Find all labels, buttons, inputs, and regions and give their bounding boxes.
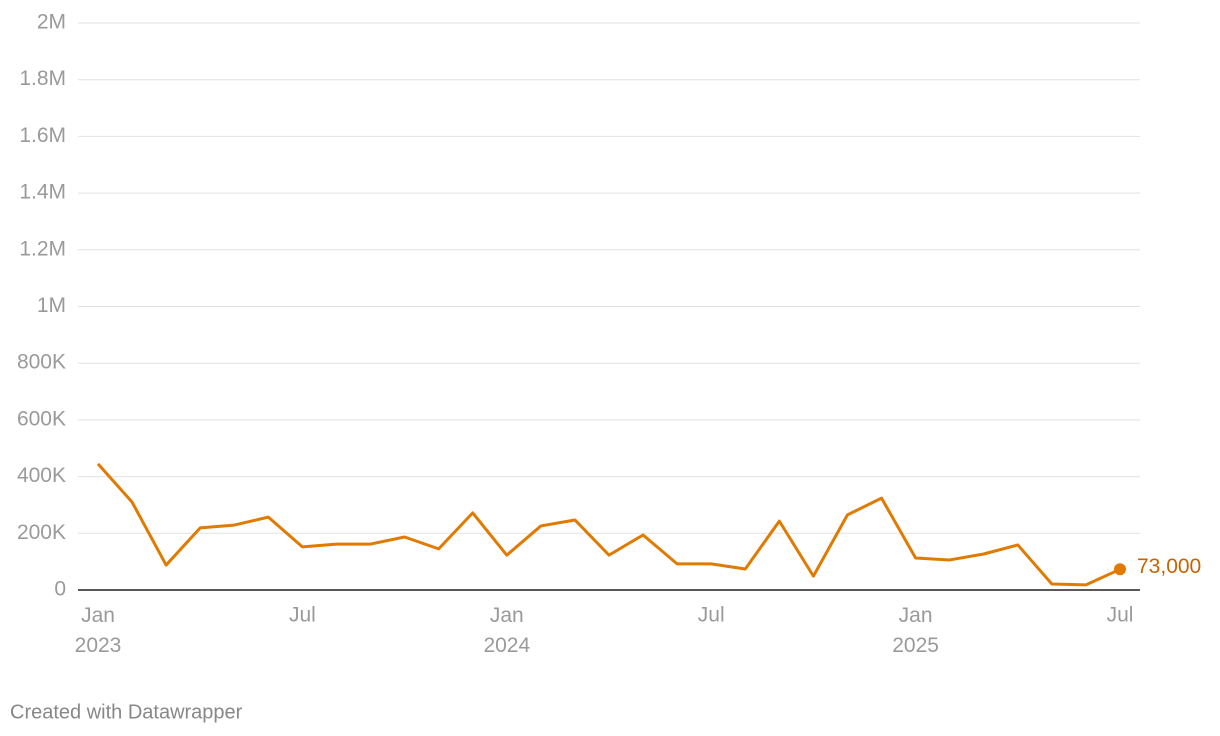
x-tick-line: Jan: [490, 604, 524, 627]
y-tick-label: 2M: [37, 11, 66, 34]
end-dot: [1114, 563, 1126, 576]
y-tick-label: 0: [54, 578, 66, 601]
value-label: 73,000: [1137, 555, 1201, 578]
y-tick-label: 1.8M: [19, 67, 66, 90]
y-tick-label: 1.6M: [19, 124, 66, 147]
x-tick-label: Jul: [1107, 604, 1134, 627]
y-tick-label: 200K: [17, 521, 66, 544]
credit: Created with Datawrapper: [10, 701, 243, 723]
x-tick-line: 2023: [75, 634, 122, 657]
x-tick-label: Jan 2024: [483, 604, 530, 657]
y-tick-label: 1M: [37, 294, 66, 317]
y-tick-label: 800K: [17, 351, 66, 374]
x-tick-line: Jan: [899, 604, 933, 627]
x-tick-label: Jul: [289, 604, 316, 627]
x-tick-label: Jul: [698, 604, 725, 627]
y-tick-label: 400K: [17, 464, 66, 487]
x-tick-line: 2025: [892, 634, 939, 657]
x-tick-line: 2024: [483, 634, 530, 657]
line: [96, 462, 1121, 587]
x-tick-label: Jan 2025: [892, 604, 939, 657]
y-tick-label: 1.2M: [19, 237, 66, 260]
y-tick-label: 600K: [17, 407, 66, 430]
y-tick-label: 1.4M: [19, 181, 66, 204]
x-tick-label: Jan 2023: [75, 604, 122, 657]
x-tick-line: Jan: [81, 604, 115, 627]
